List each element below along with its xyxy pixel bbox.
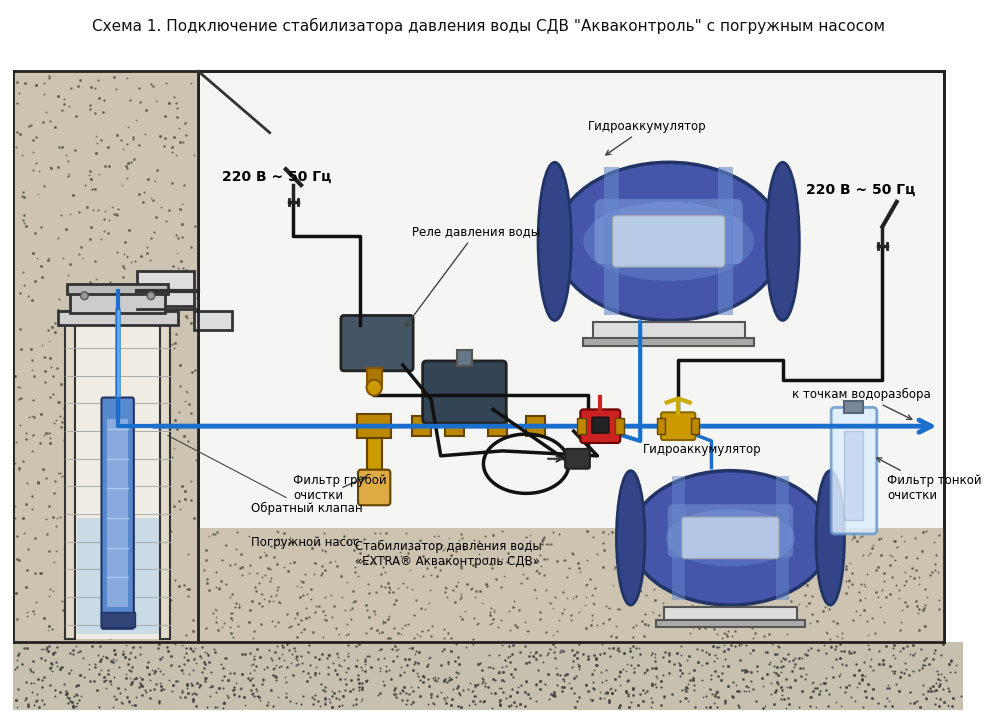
Ellipse shape: [631, 471, 830, 605]
FancyBboxPatch shape: [341, 316, 413, 371]
FancyBboxPatch shape: [613, 216, 725, 267]
Bar: [13, 71, 198, 642]
FancyBboxPatch shape: [423, 361, 506, 423]
Bar: [367, 438, 382, 473]
Bar: [445, 416, 464, 436]
Circle shape: [81, 292, 88, 300]
Polygon shape: [137, 271, 232, 331]
Bar: [198, 71, 944, 642]
FancyBboxPatch shape: [595, 199, 743, 264]
Bar: [107, 419, 128, 607]
Bar: [58, 311, 178, 326]
Ellipse shape: [555, 162, 783, 321]
Bar: [691, 418, 699, 434]
Bar: [412, 416, 431, 436]
Text: к точкам водоразбора: к точкам водоразбора: [792, 388, 931, 419]
Text: Гидроаккумулятор: Гидроаккумулятор: [643, 443, 761, 456]
Text: Реле давления воды: Реле давления воды: [405, 225, 540, 327]
FancyBboxPatch shape: [831, 408, 877, 534]
Bar: [67, 284, 168, 293]
Ellipse shape: [816, 471, 844, 605]
FancyBboxPatch shape: [358, 470, 390, 506]
Bar: [664, 607, 797, 622]
Circle shape: [147, 292, 155, 300]
Bar: [615, 418, 624, 434]
Bar: [844, 401, 863, 413]
FancyBboxPatch shape: [102, 398, 134, 629]
FancyBboxPatch shape: [718, 167, 733, 316]
Bar: [198, 528, 944, 642]
Bar: [657, 418, 665, 434]
Text: Фильтр тонкой
очистки: Фильтр тонкой очистки: [877, 458, 982, 503]
Bar: [160, 311, 170, 639]
FancyBboxPatch shape: [661, 413, 695, 440]
Text: Погружной насос: Погружной насос: [251, 536, 359, 549]
Bar: [526, 416, 545, 436]
Text: Схема 1. Подключение стабилизатора давления воды СДВ "Акваконтроль" с погружным : Схема 1. Подключение стабилизатора давле…: [92, 18, 885, 34]
Bar: [70, 291, 165, 313]
Bar: [656, 620, 805, 627]
Bar: [583, 338, 754, 346]
Text: 220 В ~ 50 Гц: 220 В ~ 50 Гц: [806, 183, 916, 197]
Bar: [13, 642, 963, 710]
Bar: [457, 350, 472, 366]
Ellipse shape: [666, 509, 795, 566]
FancyBboxPatch shape: [776, 476, 789, 600]
Bar: [488, 416, 507, 436]
Bar: [65, 311, 75, 639]
Bar: [844, 431, 863, 520]
FancyBboxPatch shape: [672, 476, 685, 600]
Text: Стабилизатор давления воды
«EXTRA® Акваконтроль СДВ»: Стабилизатор давления воды «EXTRA® Аквак…: [355, 540, 542, 568]
FancyBboxPatch shape: [580, 409, 620, 443]
FancyBboxPatch shape: [604, 167, 619, 316]
Text: Гидроаккумулятор: Гидроаккумулятор: [588, 120, 707, 155]
Text: 220 В ~ 50 Гц: 220 В ~ 50 Гц: [222, 170, 332, 184]
Ellipse shape: [616, 471, 645, 605]
Bar: [75, 311, 160, 639]
Bar: [357, 414, 391, 438]
Ellipse shape: [766, 162, 799, 321]
Bar: [367, 368, 382, 388]
FancyBboxPatch shape: [565, 449, 590, 468]
Bar: [77, 518, 159, 634]
FancyBboxPatch shape: [682, 517, 779, 558]
Text: Обратный клапан: Обратный клапан: [168, 436, 362, 515]
Bar: [101, 612, 135, 627]
Circle shape: [367, 380, 382, 396]
FancyBboxPatch shape: [592, 417, 609, 433]
Bar: [593, 323, 745, 340]
FancyBboxPatch shape: [668, 504, 793, 558]
Bar: [577, 418, 586, 434]
Ellipse shape: [538, 162, 571, 321]
Text: Фильтр грубой
очистки: Фильтр грубой очистки: [293, 474, 387, 503]
Ellipse shape: [583, 202, 754, 281]
